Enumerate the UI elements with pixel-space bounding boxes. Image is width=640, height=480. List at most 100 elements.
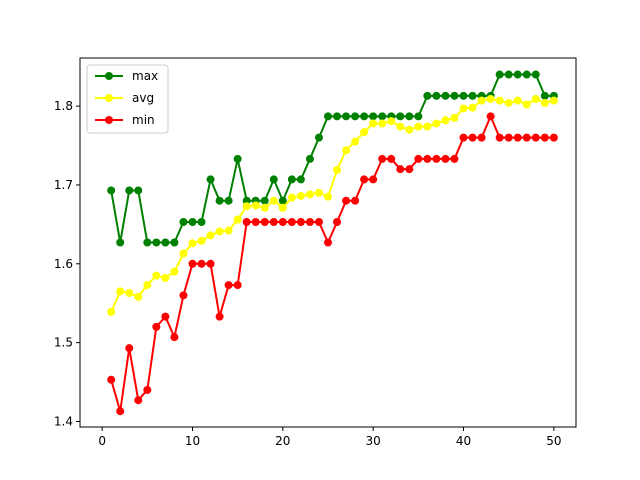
- data-point-avg: [179, 249, 188, 258]
- data-point-max: [522, 70, 531, 79]
- data-point-avg: [459, 104, 468, 113]
- data-point-min: [441, 154, 450, 163]
- data-point-max: [278, 196, 287, 205]
- data-point-avg: [152, 271, 161, 280]
- data-point-avg: [251, 201, 260, 210]
- legend-label: min: [132, 113, 155, 127]
- data-point-max: [242, 196, 251, 205]
- data-point-min: [260, 218, 269, 226]
- data-point-min: [269, 218, 278, 226]
- data-point-avg: [224, 226, 233, 235]
- data-point-min: [540, 133, 549, 142]
- data-point-min: [134, 396, 143, 405]
- data-point-avg: [486, 95, 495, 103]
- data-point-max: [188, 218, 197, 226]
- legend-swatch-marker: [105, 72, 113, 80]
- data-point-max: [441, 91, 450, 100]
- data-point-avg: [432, 119, 441, 128]
- data-point-min: [233, 281, 242, 290]
- y-tick-label: 1.6: [54, 257, 73, 271]
- data-point-min: [351, 196, 360, 205]
- data-point-avg: [278, 203, 287, 212]
- data-point-avg: [305, 190, 314, 199]
- data-point-min: [369, 175, 378, 184]
- y-tick-label: 1.8: [54, 99, 73, 113]
- data-point-avg: [287, 193, 296, 202]
- data-point-avg: [269, 196, 278, 205]
- data-point-avg: [369, 119, 378, 128]
- data-point-min: [549, 133, 558, 142]
- data-point-avg: [468, 103, 477, 112]
- data-point-avg: [314, 188, 323, 197]
- data-point-avg: [233, 215, 242, 224]
- data-point-avg: [450, 113, 459, 122]
- data-point-max: [143, 238, 152, 247]
- data-point-max: [197, 218, 206, 226]
- data-point-min: [360, 175, 369, 184]
- data-point-avg: [242, 202, 251, 211]
- data-point-max: [450, 91, 459, 100]
- data-point-max: [495, 70, 504, 79]
- legend: max avg min: [86, 64, 169, 134]
- data-point-max: [125, 186, 134, 195]
- data-point-min: [215, 312, 224, 321]
- x-tick-label: 20: [275, 434, 290, 448]
- data-point-avg: [504, 98, 513, 107]
- data-point-avg: [513, 96, 522, 105]
- legend-label: avg: [132, 91, 154, 105]
- data-point-avg: [333, 165, 342, 174]
- data-point-min: [287, 218, 296, 226]
- data-point-min: [143, 385, 152, 394]
- data-point-min: [450, 154, 459, 163]
- data-point-avg: [143, 281, 152, 290]
- data-point-avg: [161, 273, 170, 282]
- series-min: [107, 112, 558, 416]
- data-point-max: [351, 112, 360, 121]
- data-point-max: [260, 196, 269, 205]
- legend-item-max: max: [95, 69, 158, 83]
- data-point-max: [161, 238, 170, 247]
- data-point-avg: [405, 125, 414, 134]
- data-point-max: [314, 133, 323, 142]
- x-tick-label: 50: [546, 434, 561, 448]
- data-point-min: [278, 218, 287, 226]
- data-point-max: [233, 154, 242, 163]
- data-point-avg: [134, 292, 143, 301]
- data-point-min: [206, 259, 215, 268]
- y-tick-label: 1.7: [54, 178, 73, 192]
- data-point-min: [414, 154, 423, 163]
- data-point-max: [107, 186, 116, 195]
- data-point-min: [405, 165, 414, 174]
- data-point-avg: [324, 192, 332, 201]
- data-point-min: [107, 375, 116, 384]
- data-point-min: [396, 165, 405, 174]
- data-point-min: [477, 133, 486, 142]
- data-point-min: [152, 322, 161, 331]
- data-point-max: [116, 238, 125, 247]
- data-point-min: [522, 133, 531, 142]
- data-point-min: [459, 133, 468, 142]
- data-point-avg: [477, 96, 486, 105]
- series-layer: [107, 70, 558, 416]
- y-axis: 1.4 1.5 1.6 1.7 1.8: [54, 99, 80, 428]
- data-point-avg: [296, 191, 305, 200]
- data-point-min: [242, 218, 251, 226]
- data-point-avg: [215, 227, 224, 236]
- legend-item-min: min: [95, 113, 155, 127]
- data-point-max: [414, 112, 423, 121]
- data-point-max: [170, 238, 179, 247]
- data-point-min: [305, 218, 314, 226]
- data-point-avg: [414, 122, 423, 131]
- data-point-avg: [342, 146, 351, 155]
- data-point-max: [378, 112, 387, 121]
- data-point-min: [179, 291, 188, 300]
- data-point-max: [513, 70, 522, 79]
- data-point-avg: [116, 287, 125, 296]
- data-point-min: [495, 133, 504, 142]
- legend-swatch-marker: [105, 116, 113, 124]
- data-point-avg: [396, 122, 405, 131]
- data-point-min: [387, 154, 396, 163]
- data-point-min: [161, 312, 170, 321]
